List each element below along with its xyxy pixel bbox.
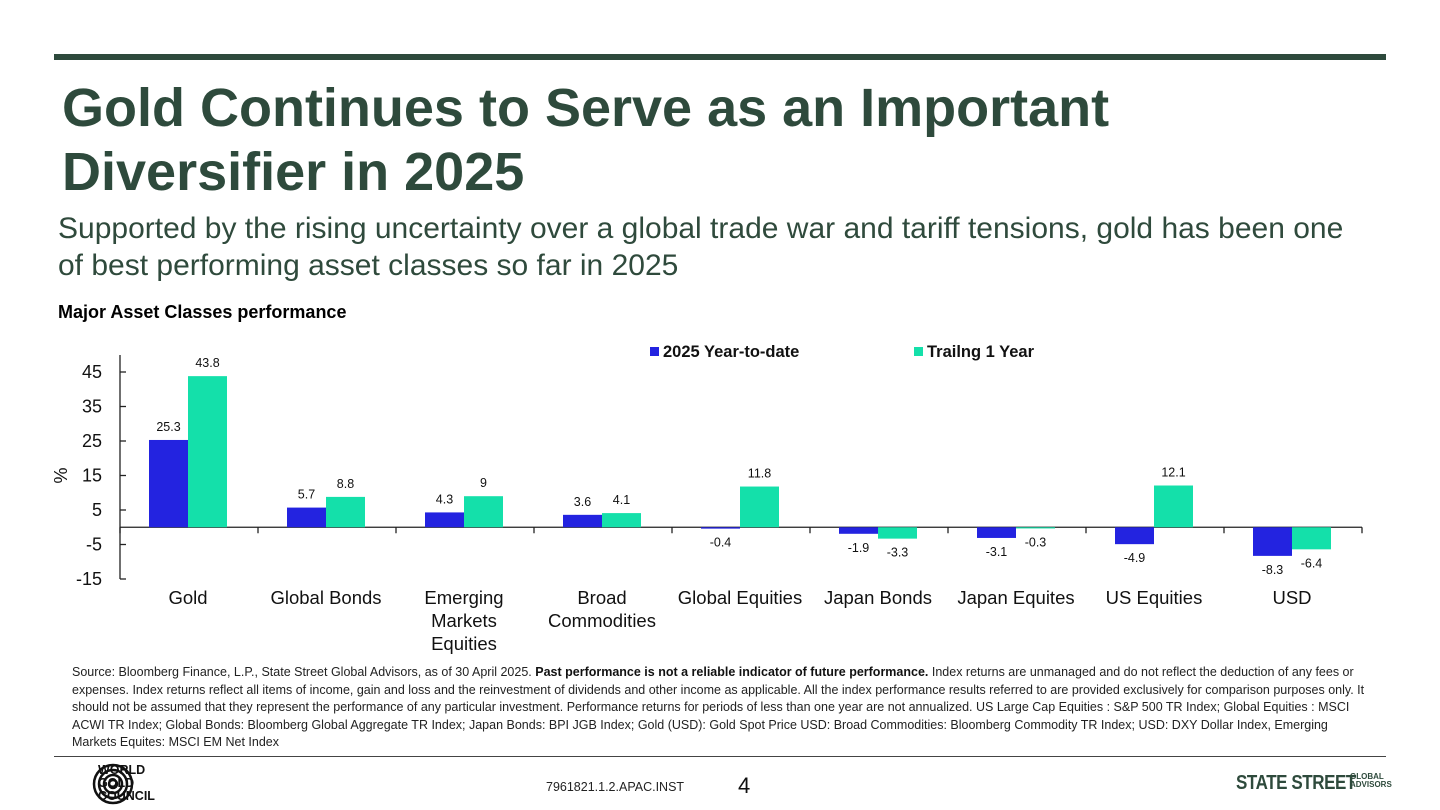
bar-trailing-1y	[326, 496, 365, 528]
bar-ytd	[287, 507, 326, 528]
bar-ytd	[839, 527, 878, 534]
ssga-sub-line: GLOBAL	[1350, 772, 1384, 781]
chart-heading: Major Asset Classes performance	[58, 302, 347, 322]
bar-ytd	[425, 512, 464, 528]
x-category-label: Markets	[431, 610, 497, 631]
bar-ytd	[149, 439, 188, 528]
x-category-label: Emerging	[424, 587, 503, 608]
data-label: -6.4	[1301, 556, 1323, 570]
wgc-line: COUNCIL	[98, 789, 155, 803]
state-street-logo: STATE STREET	[1236, 772, 1356, 794]
data-label: -3.1	[986, 545, 1008, 559]
x-category-label: Japan Bonds	[824, 587, 932, 608]
x-category-label: Broad	[577, 587, 626, 608]
data-label: -0.3	[1025, 535, 1047, 549]
y-tick-label: 5	[92, 500, 102, 520]
wgc-line: GOLD	[98, 776, 135, 790]
data-label: 25.3	[156, 420, 180, 434]
ssga-sub-line: ADVISORS	[1350, 780, 1392, 789]
x-category-label: US Equities	[1106, 587, 1203, 608]
data-label: 4.3	[436, 492, 453, 506]
bar-trailing-1y	[464, 496, 503, 528]
y-tick-label: -15	[76, 569, 102, 589]
bar-ytd	[701, 527, 740, 529]
legend-swatch-1y	[914, 347, 923, 356]
data-label: 43.8	[195, 356, 219, 370]
footnote-details: Index returns are unmanaged and do not r…	[72, 665, 1365, 749]
data-label: 4.1	[613, 493, 630, 507]
data-label: 3.6	[574, 495, 591, 509]
top-rule	[54, 54, 1386, 60]
legend-label-1y: Trailng 1 Year	[927, 343, 1035, 361]
footnote-source: Source: Bloomberg Finance, L.P., State S…	[72, 665, 536, 679]
data-label: 12.1	[1161, 466, 1185, 480]
state-street-logo-sub: GLOBAL ADVISORS	[1350, 773, 1392, 789]
bar-trailing-1y	[1154, 485, 1193, 528]
legend-label-ytd: 2025 Year-to-date	[663, 343, 799, 361]
bar-chart: 45 35 25 15 5 -5 -15% 25.3 43.8 Gold 5.7 8.8 Global …	[51, 343, 1363, 654]
data-label: -3.3	[887, 546, 909, 560]
data-label: -4.9	[1124, 551, 1146, 565]
x-category-label: Global Bonds	[270, 587, 381, 608]
data-label: 5.7	[298, 488, 315, 502]
x-category-label: Commodities	[548, 610, 656, 631]
data-label: 9	[480, 476, 487, 490]
data-label: -0.4	[710, 536, 732, 550]
x-category-label: Equities	[431, 633, 497, 654]
bar-trailing-1y	[602, 513, 641, 528]
y-tick-label: 15	[82, 466, 102, 486]
bar-trailing-1y	[188, 376, 227, 528]
legend-swatch-ytd	[650, 347, 659, 356]
world-gold-council-wordmark: WORLD GOLD COUNCIL	[98, 764, 155, 803]
footnote: Source: Bloomberg Finance, L.P., State S…	[72, 664, 1372, 752]
bar-trailing-1y	[1016, 527, 1055, 529]
x-category-label: Japan Equites	[957, 587, 1074, 608]
data-label: -8.3	[1262, 563, 1284, 577]
y-tick-label: -5	[86, 535, 102, 555]
footnote-disclaimer: Past performance is not a reliable indic…	[535, 665, 929, 679]
bar-ytd	[977, 527, 1016, 538]
y-axis-label: %	[51, 467, 71, 483]
slide-subtitle: Supported by the rising uncertainty over…	[58, 212, 1344, 282]
x-category-label: USD	[1272, 587, 1311, 608]
bar-trailing-1y	[1292, 527, 1331, 550]
y-tick-label: 35	[82, 397, 102, 417]
x-category-label: Gold	[168, 587, 207, 608]
bar-ytd	[1115, 527, 1154, 545]
y-tick-label: 25	[82, 431, 102, 451]
bottom-rule	[54, 756, 1386, 757]
data-label: 11.8	[748, 467, 771, 481]
bar-ytd	[563, 514, 602, 528]
y-tick-label: 45	[82, 362, 102, 382]
world-gold-council-logo-icon	[92, 763, 134, 805]
data-label: 8.8	[337, 477, 354, 491]
data-label: -1.9	[848, 541, 870, 555]
bar-trailing-1y	[740, 486, 779, 528]
slide-title: Gold Continues to Serve as an Important …	[62, 78, 1110, 202]
page-number: 4	[738, 773, 751, 798]
x-category-label: Global Equities	[678, 587, 802, 608]
document-code: 7961821.1.2.APAC.INST	[546, 780, 685, 794]
bar-trailing-1y	[878, 527, 917, 539]
bar-ytd	[1253, 527, 1292, 556]
wgc-line: WORLD	[98, 763, 146, 777]
